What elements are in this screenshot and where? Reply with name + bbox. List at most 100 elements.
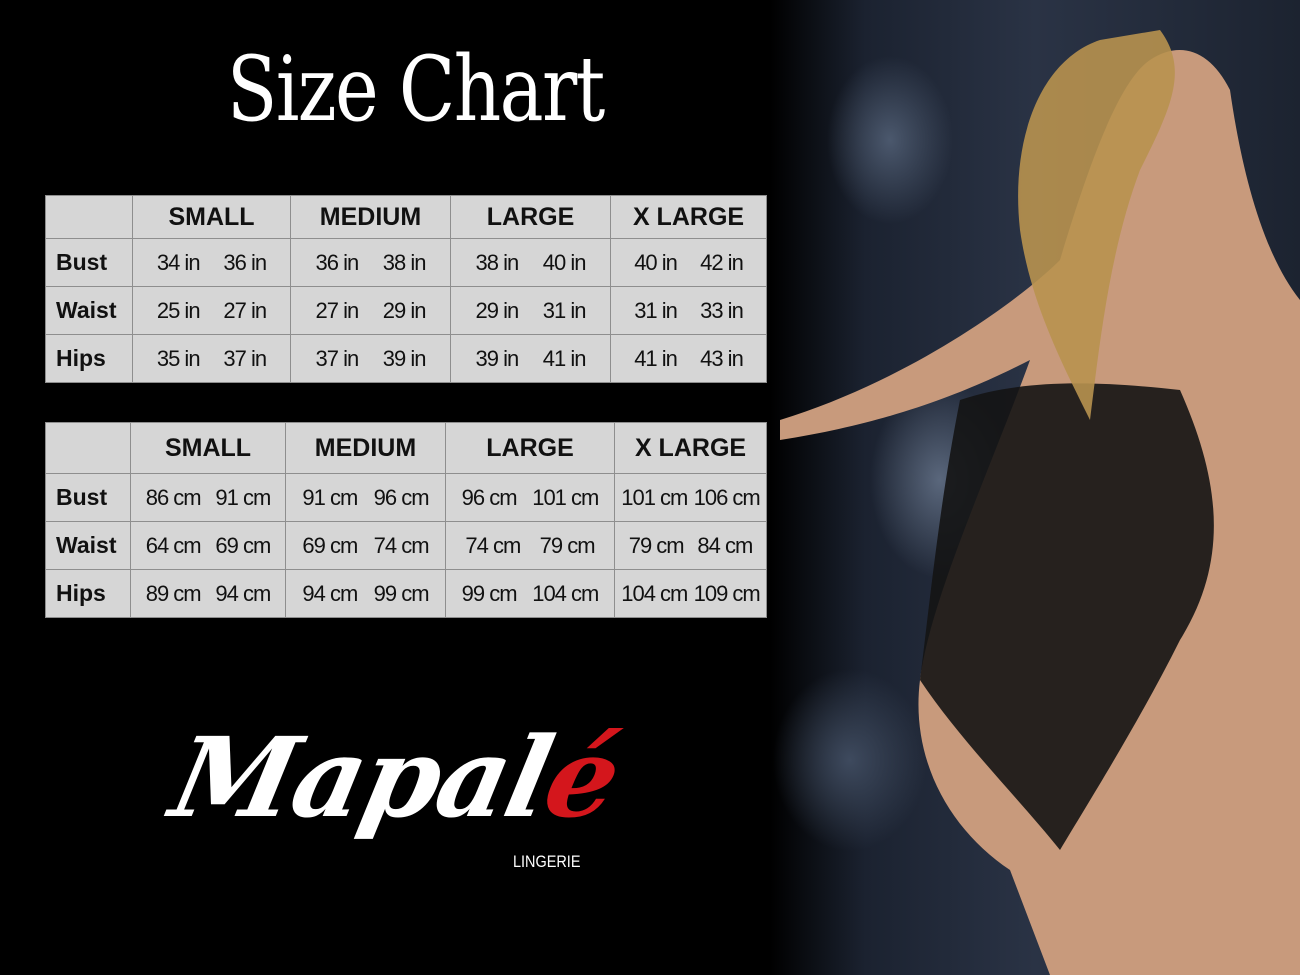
range-min: 74 cm: [465, 532, 521, 558]
measure-label: Waist: [45, 521, 131, 570]
header-row: SMALL MEDIUM LARGE X LARGE: [45, 422, 767, 474]
range-max: 101 cm: [532, 484, 599, 510]
size-header: MEDIUM: [290, 195, 451, 239]
range-max: 106 cm: [693, 484, 761, 510]
page-title: Size Chart: [226, 37, 605, 142]
size-range: 31 in 33 in: [612, 297, 766, 324]
table-row: Bust 86 cm 91 cm 91 cm 96 cm 96 cm 101 cm 101 c…: [45, 473, 767, 522]
table-row: Waist 64 cm 69 cm 69 cm 74 cm 74 cm 79 cm 79 cm…: [45, 521, 767, 570]
range-max: 104 cm: [532, 580, 599, 606]
measure-label: Bust: [45, 238, 133, 287]
size-range: 27 in 29 in: [292, 297, 450, 324]
size-table-inches: SMALL MEDIUM LARGE X LARGE Bust 34 in 36 i…: [45, 195, 767, 383]
size-cell: 35 in 37 in: [132, 334, 291, 383]
table-row: Bust 34 in 36 in 36 in 38 in 38 in 40 in 40 in 4…: [45, 238, 767, 287]
range-min: 41 in: [634, 345, 678, 371]
range-max: 43 in: [700, 345, 744, 371]
range-min: 31 in: [634, 297, 678, 323]
size-range: 37 in 39 in: [292, 345, 450, 372]
range-max: 94 cm: [215, 580, 271, 606]
range-min: 79 cm: [628, 532, 685, 558]
size-range: 86 cm 91 cm: [132, 484, 285, 511]
range-min: 39 in: [475, 345, 520, 371]
size-range: 104 cm 109 cm: [616, 580, 766, 607]
range-min: 35 in: [156, 345, 201, 371]
range-min: 27 in: [315, 297, 360, 323]
size-cell: 104 cm 109 cm: [614, 569, 767, 618]
range-max: 42 in: [700, 249, 744, 275]
size-range: 38 in 40 in: [452, 249, 610, 276]
range-min: 25 in: [156, 297, 201, 323]
size-cell: 79 cm 84 cm: [614, 521, 767, 570]
size-cell: 99 cm 104 cm: [445, 569, 615, 618]
size-header: X LARGE: [614, 422, 767, 474]
empty-header: [45, 422, 131, 474]
size-range: 36 in 38 in: [292, 250, 450, 276]
size-cell: 69 cm 74 cm: [285, 521, 446, 570]
size-cell: 38 in 40 in: [450, 238, 611, 287]
range-max: 31 in: [542, 297, 587, 323]
range-min: 37 in: [315, 345, 360, 371]
size-range: 39 in 41 in: [452, 345, 610, 372]
range-max: 79 cm: [539, 532, 596, 558]
size-cell: 86 cm 91 cm: [130, 473, 286, 522]
range-max: 74 cm: [373, 532, 430, 558]
range-min: 99 cm: [461, 580, 518, 606]
size-cell: 94 cm 99 cm: [285, 569, 446, 618]
size-cell: 36 in 38 in: [290, 238, 451, 287]
size-range: 79 cm 84 cm: [616, 532, 766, 559]
measure-label: Waist: [45, 286, 133, 335]
range-max: 41 in: [542, 345, 587, 371]
empty-header: [45, 195, 133, 239]
size-range: 94 cm 99 cm: [287, 581, 445, 607]
range-min: 34 in: [156, 249, 201, 275]
size-range: 35 in 37 in: [134, 345, 290, 372]
size-cell: 25 in 27 in: [132, 286, 291, 335]
size-cell: 74 cm 79 cm: [445, 521, 615, 570]
range-max: 91 cm: [215, 484, 271, 510]
range-max: 69 cm: [215, 532, 271, 558]
range-max: 33 in: [700, 297, 744, 323]
range-max: 109 cm: [693, 580, 761, 606]
range-min: 104 cm: [621, 580, 688, 606]
size-range: 41 in 43 in: [612, 345, 766, 372]
size-header: LARGE: [450, 195, 611, 239]
size-cell: 91 cm 96 cm: [285, 473, 446, 522]
range-min: 86 cm: [145, 484, 202, 510]
range-min: 29 in: [475, 297, 520, 323]
measure-label: Hips: [45, 334, 133, 383]
measure-label: Bust: [45, 473, 131, 522]
size-table-centimeters: SMALL MEDIUM LARGE X LARGE Bust 86 cm 91 c…: [45, 422, 767, 618]
range-max: 96 cm: [373, 484, 430, 510]
range-min: 96 cm: [461, 484, 518, 510]
size-cell: 27 in 29 in: [290, 286, 451, 335]
size-cell: 64 cm 69 cm: [130, 521, 286, 570]
size-range: 91 cm 96 cm: [287, 484, 445, 511]
size-cell: 29 in 31 in: [450, 286, 611, 335]
size-cell: 41 in 43 in: [610, 334, 767, 383]
size-cell: 89 cm 94 cm: [130, 569, 286, 618]
range-min: 40 in: [634, 249, 678, 275]
brand-tagline: LINGERIE: [513, 852, 581, 871]
table-row: Waist 25 in 27 in 27 in 29 in 29 in 31 in 31 in…: [45, 286, 767, 335]
size-range: 74 cm 79 cm: [447, 532, 614, 559]
brand-logo: Mapalé: [161, 713, 629, 842]
range-max: 37 in: [223, 345, 267, 371]
size-range: 89 cm 94 cm: [132, 580, 285, 607]
size-cell: 37 in 39 in: [290, 334, 451, 383]
measure-label: Hips: [45, 569, 131, 618]
range-min: 64 cm: [145, 532, 202, 558]
size-range: 64 cm 69 cm: [132, 532, 285, 559]
size-range: 69 cm 74 cm: [287, 532, 445, 559]
size-cell: 101 cm 106 cm: [614, 473, 767, 522]
size-range: 34 in 36 in: [134, 249, 290, 276]
range-min: 69 cm: [302, 532, 358, 558]
range-min: 101 cm: [621, 484, 688, 510]
table-row: Hips 89 cm 94 cm 94 cm 99 cm 99 cm 104 cm 104 c…: [45, 569, 767, 618]
size-header: LARGE: [445, 422, 615, 474]
range-max: 84 cm: [697, 532, 753, 558]
size-header: X LARGE: [610, 195, 767, 239]
size-range: 101 cm 106 cm: [616, 484, 766, 511]
brand-name: Mapal: [161, 713, 562, 842]
range-min: 38 in: [475, 249, 520, 275]
